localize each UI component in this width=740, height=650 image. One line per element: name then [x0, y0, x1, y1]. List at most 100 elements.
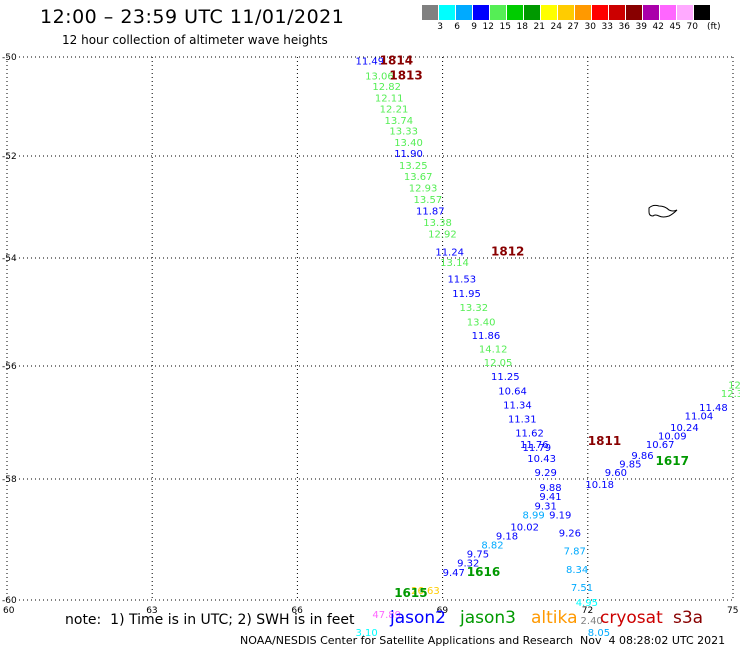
- wave-height-label: 9.41: [539, 492, 561, 503]
- track-id-label: 1812: [491, 244, 524, 258]
- track-id-label: 1616: [467, 565, 500, 579]
- wave-height-label: 10.18: [585, 480, 614, 491]
- color-legend: 3 6 9 12 15 18 21 24 27 30 33 36 39 42 45 70 (ft): [422, 5, 721, 32]
- wave-height-label: 8.05: [588, 628, 610, 639]
- legend-swatch: 12: [473, 5, 494, 32]
- wave-height-label: 2.40: [581, 616, 603, 627]
- legend-label: 3: [437, 22, 443, 32]
- wave-height-label: 11.62: [515, 429, 544, 440]
- satellite-name: cryosat: [600, 608, 663, 628]
- legend-swatch: [694, 5, 711, 20]
- satellite-name: jason3: [460, 608, 516, 628]
- wave-height-label: 9.26: [559, 528, 581, 539]
- wave-height-label: 9.18: [496, 532, 518, 543]
- wave-height-label: 11.49: [355, 56, 384, 67]
- legend-swatch: 6: [439, 5, 460, 32]
- legend-label: 18: [516, 22, 528, 32]
- longitude-label: 69: [437, 606, 449, 616]
- track-id-label: 1617: [656, 454, 689, 468]
- legend-swatch: 42: [643, 5, 664, 32]
- wave-height-label: 11.48: [699, 403, 728, 414]
- wave-height-label: 12.32: [721, 389, 740, 400]
- wave-height-label: 4.95: [576, 598, 598, 609]
- wave-height-label: 12.7: [728, 381, 740, 392]
- longitude-label: 60: [3, 606, 15, 616]
- wave-height-label: 11.04: [685, 412, 714, 423]
- wave-height-label: 9.19: [549, 510, 571, 521]
- legend-swatch: 24: [541, 5, 562, 32]
- wave-height-label: 13.32: [460, 303, 489, 314]
- track-id-label: 1814: [380, 53, 413, 67]
- wave-height-label: 10.67: [646, 440, 675, 451]
- wave-height-label: 13.67: [404, 172, 433, 183]
- latitude-label: -56: [2, 362, 17, 372]
- legend-label: 27: [567, 22, 579, 32]
- legend-swatch: 39: [626, 5, 647, 32]
- legend-label: 9: [471, 22, 477, 32]
- longitude-label: 63: [146, 606, 157, 616]
- wave-height-label: 9.86: [631, 451, 653, 462]
- wave-height-label: 8.82: [481, 541, 503, 552]
- wave-height-label: 11.31: [508, 415, 537, 426]
- wave-height-label: 9.29: [535, 468, 557, 479]
- generation-timestamp: Nov 4 08:28:02 UTC 2021: [580, 634, 726, 647]
- footer-note: note: 1) Time is in UTC; 2) SWH is in fe…: [65, 612, 355, 628]
- wave-height-label: 3.10: [355, 628, 377, 639]
- wave-height-label: 13.38: [423, 218, 452, 229]
- wave-height-label: 13.40: [467, 318, 496, 329]
- wave-height-label: 9.60: [605, 468, 627, 479]
- wave-height-label: 13.74: [385, 116, 414, 127]
- legend-swatch: 15: [490, 5, 511, 32]
- wave-height-label: 11.24: [435, 247, 464, 258]
- wave-height-label: 11.95: [452, 289, 481, 300]
- satellite-name: jason2: [390, 608, 446, 628]
- wave-height-label: 13.40: [394, 138, 423, 149]
- legend-label: 12: [482, 22, 494, 32]
- wave-height-label: 47.89: [372, 610, 401, 621]
- credit-line: NOAA/NESDIS Center for Satellite Applica…: [240, 634, 574, 647]
- legend-swatch: 9: [456, 5, 477, 32]
- wave-height-label: 13.33: [389, 127, 418, 138]
- wave-height-label: 9.88: [539, 483, 561, 494]
- legend-label: 21: [533, 22, 545, 32]
- legend-swatch: 21: [524, 5, 545, 32]
- map-title: 12:00 – 23:59 UTC 11/01/2021: [40, 6, 345, 28]
- legend-swatch: 27: [558, 5, 579, 32]
- wave-height-label: 9.85: [619, 460, 641, 471]
- legend-label: 70: [686, 22, 698, 32]
- latitude-label: -58: [2, 475, 17, 485]
- wave-height-label: 12.92: [428, 230, 457, 241]
- wave-height-label: 12.21: [380, 104, 409, 115]
- wave-height-label: 9.32: [457, 559, 479, 570]
- legend-swatch: 33: [592, 5, 613, 32]
- wave-height-label: 11.25: [491, 372, 520, 383]
- legend-label: 15: [499, 22, 511, 32]
- wave-height-label: 13.57: [414, 195, 443, 206]
- wave-height-label: 7.87: [564, 547, 586, 558]
- latitude-label: -52: [2, 152, 17, 162]
- legend-label: 30: [584, 22, 596, 32]
- legend-swatch: 45: [660, 5, 681, 32]
- satellite-name: altika: [531, 608, 578, 628]
- wave-height-label: 12.93: [409, 184, 438, 195]
- wave-height-label: 10.09: [658, 431, 687, 442]
- legend-swatch: 36: [609, 5, 630, 32]
- satellite-name: s3a: [673, 608, 704, 628]
- wave-height-label: 9.47: [443, 568, 465, 579]
- latitude-label: -50: [2, 53, 17, 63]
- wave-height-label: 12.82: [372, 82, 401, 93]
- wave-height-label: 13.14: [440, 258, 469, 269]
- wave-height-label: 9.75: [467, 550, 489, 561]
- wave-height-label: 11.53: [447, 274, 476, 285]
- legend-label: 36: [618, 22, 630, 32]
- wave-height-label: 9.31: [535, 501, 557, 512]
- latitude-label: -60: [2, 596, 17, 606]
- wave-height-label: 13.25: [399, 161, 428, 172]
- wave-height-label: 11.79: [522, 443, 551, 454]
- wave-height-label: 10.24: [670, 423, 699, 434]
- track-id-label: 1813: [389, 68, 422, 82]
- legend-label: 42: [652, 22, 664, 32]
- legend-swatch: 70: [677, 5, 698, 32]
- longitude-label: 66: [291, 606, 303, 616]
